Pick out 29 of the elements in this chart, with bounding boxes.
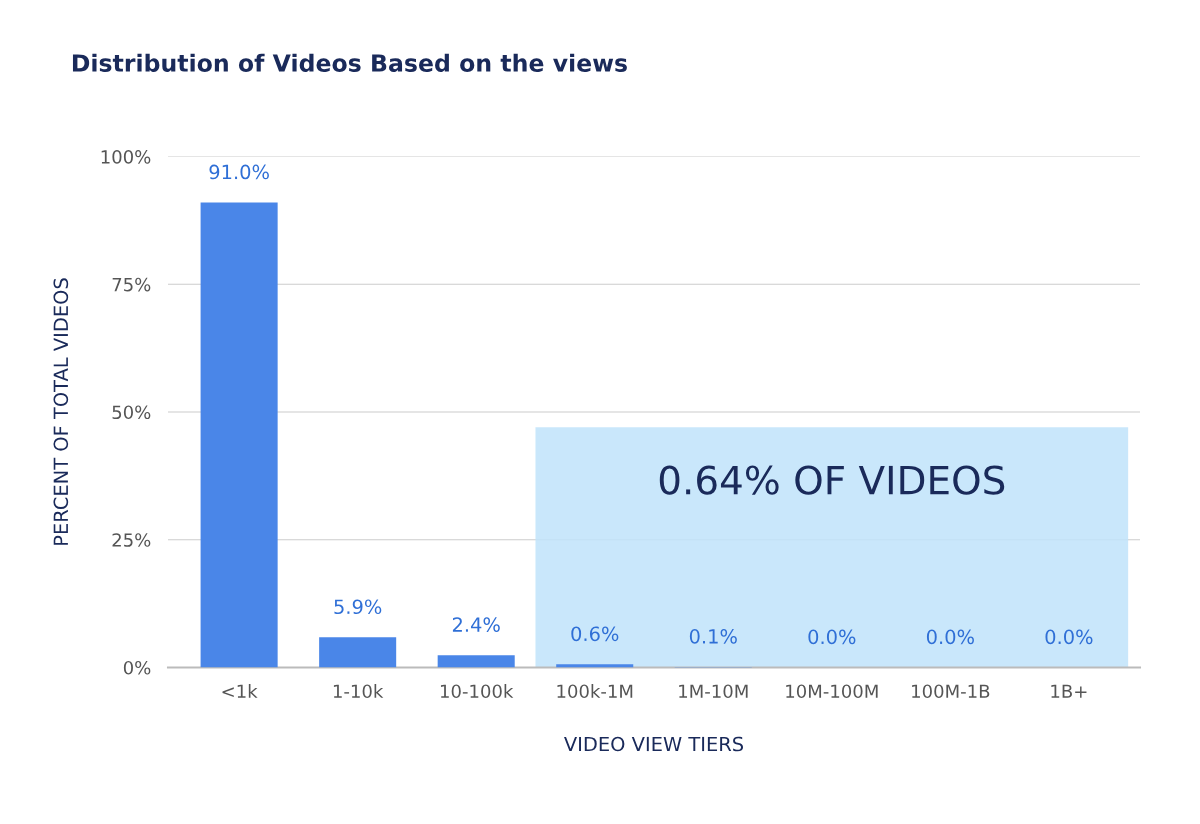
x-tick-label: 1M-10M <box>679 684 748 699</box>
chart-title: Distribution of Videos Based on the views <box>72 53 627 72</box>
y-tick-label: 25% <box>112 533 151 547</box>
x-tick-label: 10-100k <box>440 684 514 699</box>
y-tick-label: 0% <box>123 660 151 675</box>
data-label: 0.0% <box>808 629 856 645</box>
x-tick-label: 100k-1M <box>557 684 633 699</box>
data-label: 91.0% <box>209 164 269 180</box>
y-tick-label: 50% <box>112 405 151 420</box>
bar <box>556 664 634 668</box>
data-label: 0.1% <box>689 629 737 644</box>
x-tick-label: 1B+ <box>1051 684 1087 698</box>
x-axis-title: VIDEO VIEW TIERS <box>564 736 744 752</box>
bar <box>200 202 278 668</box>
data-label: 5.9% <box>334 599 382 615</box>
bar <box>319 637 397 668</box>
y-tick-label: 75% <box>112 277 151 292</box>
data-label: 0.0% <box>926 629 974 645</box>
y-tick-label: 100% <box>101 150 151 164</box>
data-label: 0.0% <box>1045 629 1093 645</box>
data-label: 2.4% <box>452 617 500 632</box>
x-tick-label: 100M-1B <box>912 684 990 699</box>
x-tick-label: 10M-100M <box>786 684 878 699</box>
data-label: 0.6% <box>571 626 619 642</box>
bar <box>437 655 515 668</box>
band-label: 0.64% OF VIDEOS <box>659 465 1005 495</box>
x-tick-label: 1-10k <box>333 684 384 699</box>
x-tick-label: <1k <box>222 684 258 698</box>
y-axis-title: PERCENT OF TOTAL VIDEOS <box>53 278 69 545</box>
